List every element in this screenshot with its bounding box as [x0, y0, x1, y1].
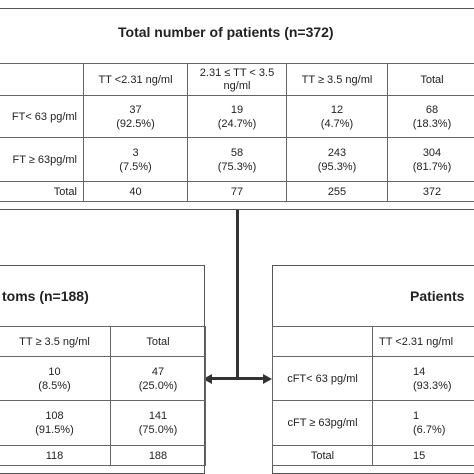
symptoms-title: toms (n=188) [2, 288, 89, 304]
table-cell: 47 (25.0%) [110, 356, 206, 401]
table-cell: 255 [286, 181, 388, 202]
table-cell: 1 (6.7%) [372, 400, 474, 446]
table-cell: 3 (7.5%) [83, 137, 188, 182]
table-cell: 141 (75.0%) [110, 400, 206, 446]
connector-vertical [236, 210, 239, 379]
header-tt-mid: 2.31 ≤ TT < 3.5 ng/ml [187, 63, 287, 96]
table-cell: 108 (91.5%) [0, 400, 111, 446]
total-patients-title: Total number of patients (n=372) [118, 24, 334, 40]
table-cell: 188 [110, 445, 206, 466]
header-total: Total [387, 63, 474, 96]
connector-horizontal [212, 377, 263, 380]
header-total: Total [110, 326, 206, 357]
row-label: Total [272, 445, 373, 466]
patients-title: Patients [410, 288, 465, 304]
header-tt-high: TT ≥ 3.5 ng/ml [0, 326, 111, 357]
table-cell: 12 (4.7%) [286, 95, 388, 138]
table-cell: 77 [187, 181, 287, 202]
table-cell: 14 (93.3%) [372, 356, 474, 401]
row-label: cFT< 63 pg/ml [272, 356, 373, 401]
table-cell: 372 [387, 181, 474, 202]
patients-table: TT <2.31 ng/ml cFT< 63 pg/ml 14 (93.3%) … [272, 326, 474, 466]
table-cell: 15 [372, 445, 474, 466]
arrow-left-icon [203, 373, 212, 384]
header-tt-high: TT ≥ 3.5 ng/ml [286, 63, 388, 96]
symptoms-table: TT ≥ 3.5 ng/ml Total 10 (8.5%) 47 (25.0%… [0, 326, 206, 466]
table-cell: 58 (75.3%) [187, 137, 287, 182]
table-cell: 40 [83, 181, 188, 202]
header-blank [272, 326, 373, 357]
row-label: FT< 63 pg/ml [0, 95, 84, 138]
table-cell: 304 (81.7%) [387, 137, 474, 182]
header-tt-low: TT <2.31 ng/ml [372, 326, 474, 357]
total-patients-table: TT <2.31 ng/ml 2.31 ≤ TT < 3.5 ng/ml TT … [0, 63, 474, 202]
table-cell: 10 (8.5%) [0, 356, 111, 401]
header-blank [0, 63, 84, 96]
table-cell: 19 (24.7%) [187, 95, 287, 138]
row-label: Total [0, 181, 84, 202]
table-cell: 37 (92.5%) [83, 95, 188, 138]
table-cell: 243 (95.3%) [286, 137, 388, 182]
table-cell: 118 [0, 445, 111, 466]
table-cell: 68 (18.3%) [387, 95, 474, 138]
arrow-right-icon [263, 373, 272, 384]
row-label: cFT ≥ 63pg/ml [272, 400, 373, 446]
row-label: FT ≥ 63pg/ml [0, 137, 84, 182]
header-tt-low: TT <2.31 ng/ml [83, 63, 188, 96]
